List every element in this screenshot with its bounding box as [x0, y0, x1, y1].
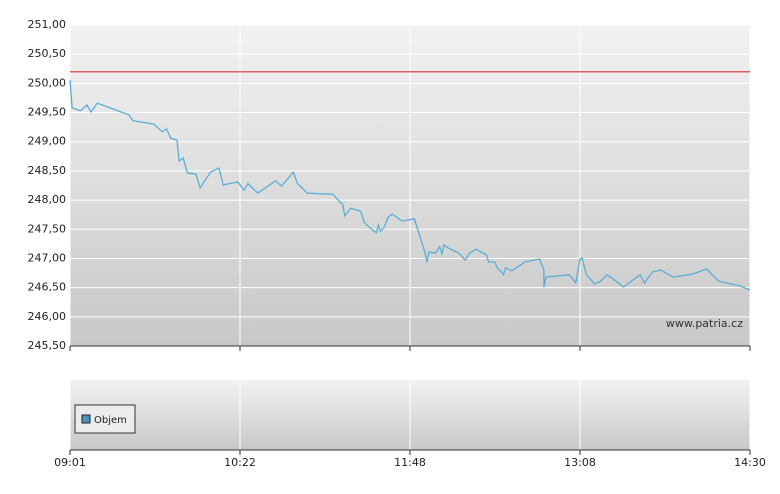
y-tick-label: 245,50 — [28, 339, 67, 352]
x-tick-label: 13:08 — [564, 456, 596, 469]
legend-label: Objem — [94, 415, 127, 426]
y-tick-label: 250,50 — [28, 47, 67, 60]
y-tick-label: 246,00 — [28, 310, 67, 323]
x-tick-label: 11:48 — [394, 456, 426, 469]
watermark: www.patria.cz — [666, 317, 743, 330]
y-tick-label: 249,00 — [28, 135, 67, 148]
y-tick-label: 248,00 — [28, 193, 67, 206]
y-tick-label: 250,00 — [28, 76, 67, 89]
legend-swatch — [81, 414, 91, 424]
y-tick-label: 251,00 — [28, 18, 67, 31]
x-tick-label: 09:01 — [54, 456, 86, 469]
y-tick-label: 248,50 — [28, 164, 67, 177]
x-tick-label: 10:22 — [224, 456, 256, 469]
y-tick-label: 246,50 — [28, 281, 67, 294]
y-tick-label: 249,50 — [28, 106, 67, 119]
price-line — [69, 79, 751, 291]
x-tick-label: 14:30 — [734, 456, 766, 469]
y-tick-label: 247,00 — [28, 251, 67, 264]
y-tick-label: 247,50 — [28, 222, 67, 235]
